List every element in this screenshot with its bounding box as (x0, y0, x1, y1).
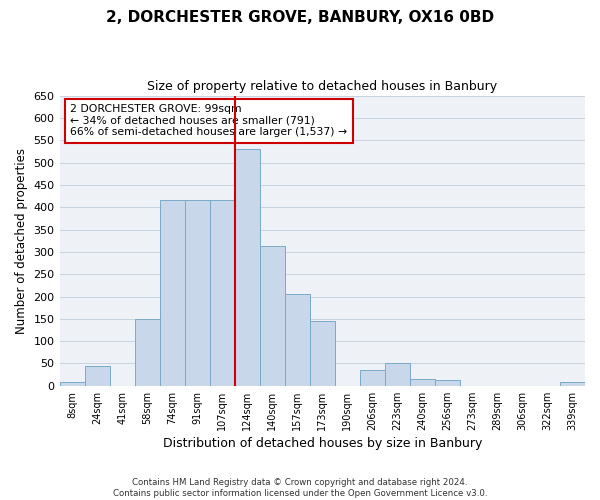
Bar (260, 246, 285, 386)
Bar (160, 200, 185, 386)
Bar (235, 149, 260, 386)
Bar (360, 370, 385, 386)
Bar (385, 364, 410, 386)
Text: Contains HM Land Registry data © Crown copyright and database right 2024.
Contai: Contains HM Land Registry data © Crown c… (113, 478, 487, 498)
Bar (59, 382, 85, 386)
Text: 2 DORCHESTER GROVE: 99sqm
← 34% of detached houses are smaller (791)
66% of semi: 2 DORCHESTER GROVE: 99sqm ← 34% of detac… (70, 104, 347, 138)
X-axis label: Distribution of detached houses by size in Banbury: Distribution of detached houses by size … (163, 437, 482, 450)
Bar (435, 380, 460, 386)
Bar (285, 294, 310, 386)
Bar (560, 382, 585, 386)
Title: Size of property relative to detached houses in Banbury: Size of property relative to detached ho… (147, 80, 497, 93)
Text: 2, DORCHESTER GROVE, BANBURY, OX16 0BD: 2, DORCHESTER GROVE, BANBURY, OX16 0BD (106, 10, 494, 25)
Bar (85, 366, 110, 386)
Bar (310, 321, 335, 386)
Y-axis label: Number of detached properties: Number of detached properties (15, 148, 28, 334)
Bar (185, 200, 209, 386)
Bar (209, 200, 235, 386)
Bar (410, 379, 435, 386)
Bar (134, 319, 160, 386)
